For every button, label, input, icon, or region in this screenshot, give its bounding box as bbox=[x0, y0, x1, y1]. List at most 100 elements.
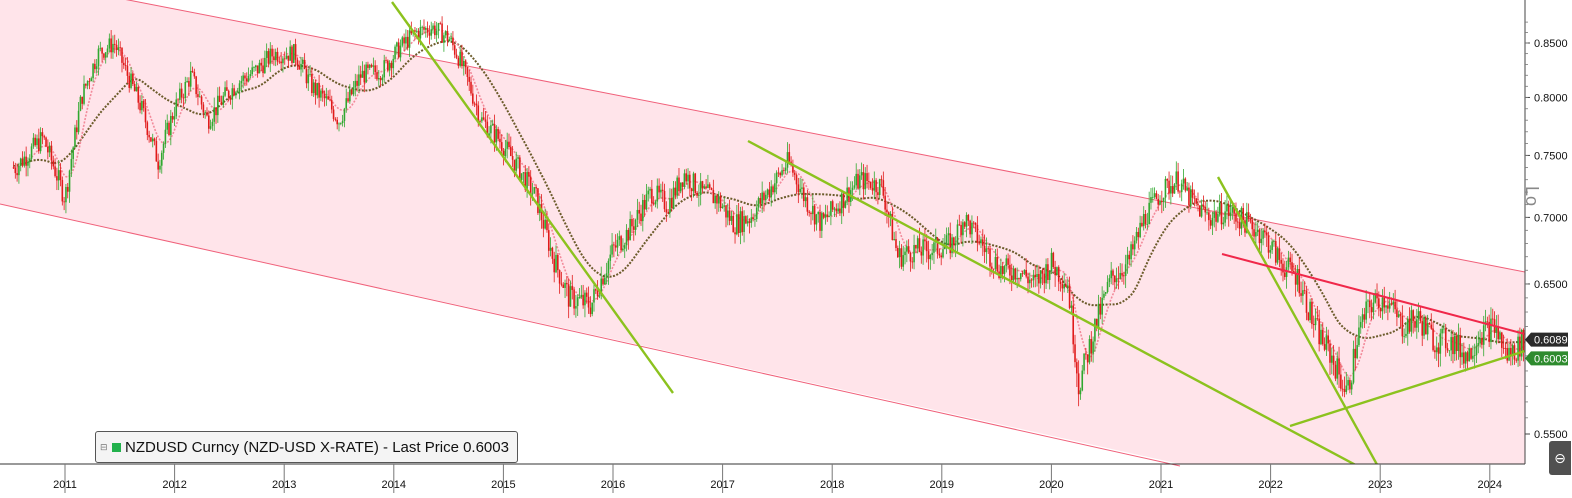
candle-body bbox=[1016, 278, 1018, 280]
candle-body bbox=[578, 297, 581, 298]
candle-body bbox=[410, 30, 413, 34]
candle-body bbox=[72, 147, 74, 159]
candle bbox=[132, 71, 134, 86]
candle bbox=[1352, 340, 1355, 385]
resistance-line[interactable] bbox=[1221, 253, 1525, 335]
candle-body bbox=[1309, 301, 1311, 321]
candle bbox=[761, 181, 763, 213]
candle-body bbox=[1510, 347, 1512, 356]
candle bbox=[1133, 236, 1136, 257]
candle bbox=[285, 47, 288, 60]
candle-body bbox=[1296, 269, 1299, 285]
candle-body bbox=[1397, 314, 1400, 318]
candle-body bbox=[804, 197, 807, 202]
candle bbox=[1334, 360, 1337, 382]
candle-body bbox=[1164, 178, 1167, 198]
candle-body bbox=[721, 206, 724, 209]
candle bbox=[784, 161, 787, 175]
candle-body bbox=[817, 211, 820, 215]
candle-body bbox=[280, 61, 282, 64]
candle bbox=[1437, 342, 1440, 368]
candle-body bbox=[1258, 229, 1261, 244]
candle bbox=[1387, 298, 1389, 321]
trendline-2021-2022[interactable] bbox=[1216, 176, 1380, 470]
candle bbox=[694, 172, 697, 196]
candle bbox=[752, 213, 754, 222]
candle bbox=[1448, 350, 1451, 357]
candle bbox=[1370, 299, 1373, 321]
candle bbox=[358, 65, 360, 94]
candle bbox=[1303, 281, 1306, 295]
candle-body bbox=[667, 212, 669, 214]
candle-body bbox=[1247, 212, 1250, 219]
candle bbox=[229, 95, 232, 105]
candle-body bbox=[797, 184, 800, 193]
candle-body bbox=[826, 214, 829, 217]
candle-body bbox=[56, 176, 58, 181]
candle bbox=[1361, 308, 1364, 329]
collapse-icon[interactable]: ⊟ bbox=[100, 441, 108, 452]
candle bbox=[576, 294, 579, 316]
candle-body bbox=[1038, 274, 1040, 284]
candle bbox=[222, 91, 225, 108]
candle-body bbox=[477, 105, 480, 122]
candle bbox=[1220, 192, 1223, 231]
trendline-2017-2022[interactable] bbox=[747, 139, 1365, 470]
candle-body bbox=[200, 96, 203, 105]
candle bbox=[450, 32, 452, 42]
candle bbox=[207, 110, 210, 134]
candle bbox=[802, 183, 805, 208]
candle-body bbox=[1466, 352, 1469, 362]
candle-body bbox=[77, 110, 80, 133]
candle bbox=[904, 247, 906, 265]
candle bbox=[835, 203, 838, 218]
candle-body bbox=[730, 215, 733, 221]
candle bbox=[475, 94, 478, 116]
candle-body bbox=[1175, 171, 1178, 185]
candle-body bbox=[940, 255, 942, 258]
trendline-2014-2016[interactable] bbox=[391, 1, 674, 394]
candle-body bbox=[663, 190, 666, 210]
candle-body bbox=[524, 172, 527, 190]
candle-body bbox=[1070, 305, 1073, 308]
candle-body bbox=[1273, 241, 1275, 242]
candle bbox=[866, 164, 868, 189]
chart-tools-icon[interactable]: ⊖ bbox=[1549, 441, 1571, 475]
candle bbox=[658, 178, 660, 199]
candle-body bbox=[146, 122, 149, 136]
candle bbox=[585, 287, 588, 304]
candle bbox=[77, 101, 80, 135]
candle bbox=[1343, 376, 1346, 398]
trendline-support-2022-2024[interactable] bbox=[1289, 349, 1525, 428]
candle-body bbox=[547, 230, 550, 251]
candle bbox=[159, 159, 161, 173]
candle bbox=[685, 168, 688, 185]
candle-body bbox=[193, 72, 196, 77]
candle bbox=[828, 211, 830, 218]
candle-body bbox=[564, 282, 566, 288]
candle-body bbox=[1047, 264, 1049, 280]
candle-body bbox=[1405, 333, 1407, 337]
legend[interactable]: ⊟ NZDUSD Curncy (NZD-USD X-RATE) - Last … bbox=[95, 431, 518, 463]
candle-body bbox=[1139, 222, 1141, 238]
channel-lower-line bbox=[0, 203, 1181, 467]
candle-body bbox=[585, 292, 588, 297]
candle bbox=[144, 99, 147, 129]
candle bbox=[1464, 351, 1467, 372]
candle bbox=[884, 187, 886, 217]
candle bbox=[1079, 387, 1082, 400]
candle-body bbox=[1161, 200, 1163, 202]
candle-body bbox=[1065, 284, 1067, 288]
candle bbox=[1211, 211, 1214, 235]
candle bbox=[86, 80, 89, 90]
candle bbox=[1325, 326, 1328, 357]
candle bbox=[1114, 274, 1116, 290]
candle bbox=[481, 112, 483, 124]
candle bbox=[844, 200, 847, 209]
candle bbox=[1150, 188, 1152, 210]
candle-body bbox=[488, 133, 490, 137]
candle bbox=[819, 204, 821, 239]
candle-body bbox=[732, 215, 735, 233]
candle bbox=[1153, 187, 1156, 199]
